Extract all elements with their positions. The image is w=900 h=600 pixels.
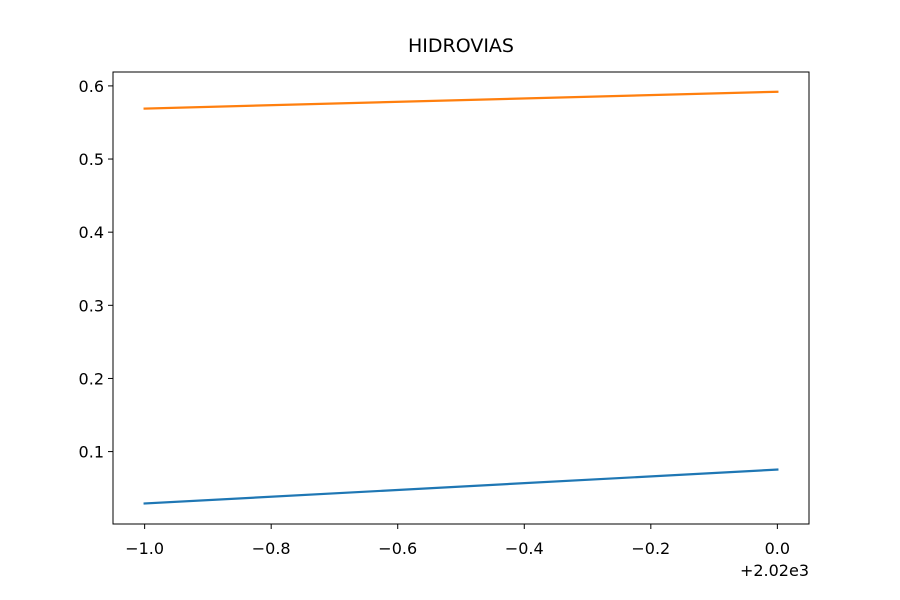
- y-tick-label: 0.4: [79, 223, 104, 242]
- chart-title: HIDROVIAS: [408, 35, 514, 57]
- y-tick-label: 0.3: [79, 296, 104, 315]
- x-tick-label: −0.2: [631, 539, 670, 558]
- x-tick-label: 0.0: [765, 539, 790, 558]
- x-tick-label: −1.0: [125, 539, 164, 558]
- y-tick-label: 0.1: [79, 443, 104, 462]
- plot-frame: [112, 71, 810, 525]
- x-tick-label: −0.4: [505, 539, 544, 558]
- y-tick-label: 0.6: [79, 77, 104, 96]
- x-tick-label: −0.8: [252, 539, 291, 558]
- line-series: [143, 90, 779, 110]
- y-tick-label: 0.2: [79, 369, 104, 388]
- x-offset-label: +2.02e3: [740, 561, 809, 580]
- x-tick-label: −0.6: [378, 539, 417, 558]
- line-series: [143, 468, 779, 505]
- y-tick-label: 0.5: [79, 150, 104, 169]
